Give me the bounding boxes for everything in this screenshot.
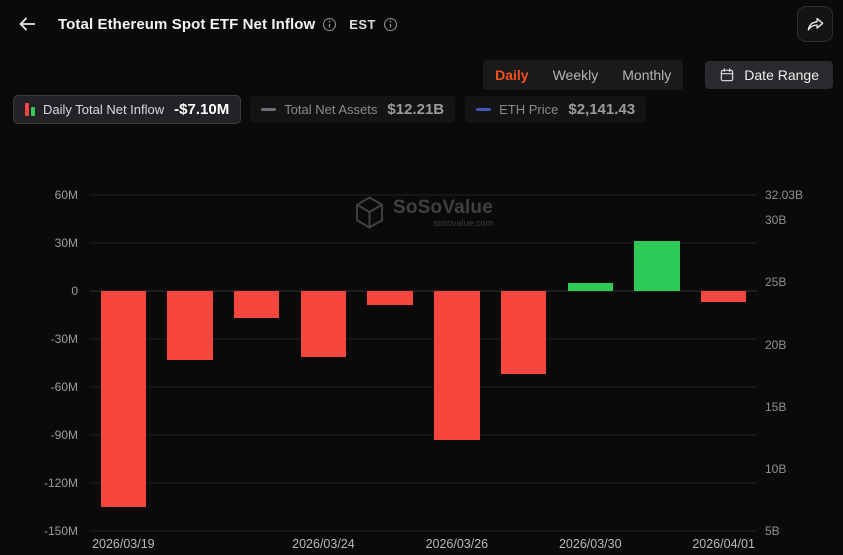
gridline bbox=[90, 194, 757, 196]
x-axis-tick: 2026/03/26 bbox=[425, 537, 489, 551]
calendar-icon bbox=[721, 68, 734, 82]
title-info-icon[interactable] bbox=[322, 17, 337, 32]
eth-price-legend-icon bbox=[476, 108, 492, 111]
x-axis-tick: 2026/04/01 bbox=[692, 537, 755, 551]
plot-area: SoSoValue sosovalue.com bbox=[90, 194, 757, 532]
gridline bbox=[90, 338, 757, 340]
header-bar: Total Ethereum Spot ETF Net Inflow EST bbox=[0, 0, 843, 48]
x-axis: 2026/03/19 2026/03/24 2026/03/26 2026/03/30… bbox=[90, 536, 757, 554]
left-axis-tick: -60M bbox=[50, 380, 78, 394]
legend-item-eth-price[interactable]: ETH Price $2,141.43 bbox=[465, 96, 647, 123]
left-axis-tick: -90M bbox=[50, 428, 78, 442]
bar-2026/03/23[interactable] bbox=[234, 291, 280, 319]
watermark-site: sosovalue.com bbox=[432, 218, 494, 228]
bar-2026/04/01[interactable] bbox=[700, 291, 747, 303]
bar-2026/03/31[interactable] bbox=[634, 241, 680, 291]
legend-value: $12.21B bbox=[387, 101, 445, 118]
bar-2026/03/19[interactable] bbox=[100, 291, 147, 507]
right-axis-tick: 5B bbox=[765, 524, 780, 538]
tab-weekly[interactable]: Weekly bbox=[552, 67, 599, 83]
date-range-label: Date Range bbox=[744, 67, 819, 83]
right-axis-tick: 20B bbox=[765, 337, 787, 352]
left-axis-tick: 0 bbox=[71, 284, 78, 298]
right-axis-tick: 30B bbox=[765, 213, 787, 228]
gridline bbox=[90, 482, 757, 484]
bar-2026/03/30[interactable] bbox=[567, 283, 613, 291]
back-button[interactable] bbox=[12, 9, 42, 39]
net-assets-legend-icon bbox=[261, 108, 277, 111]
right-axis-tick: 10B bbox=[765, 461, 787, 476]
left-axis: 60M 30M 0 -30M -60M -90M -120M -150M bbox=[0, 188, 80, 538]
gridline bbox=[90, 242, 757, 244]
gridline bbox=[90, 290, 757, 292]
legend-item-total-net-assets[interactable]: Total Net Assets $12.21B bbox=[250, 96, 456, 123]
legend-bar: Daily Total Net Inflow -$7.10M Total Net… bbox=[14, 96, 647, 123]
share-button[interactable] bbox=[797, 6, 833, 42]
left-axis-tick: -120M bbox=[43, 476, 78, 490]
bar-2026/03/26[interactable] bbox=[434, 291, 480, 440]
red-bar-glyph bbox=[25, 103, 29, 116]
legend-item-daily-net-inflow[interactable]: Daily Total Net Inflow -$7.10M bbox=[14, 96, 241, 123]
legend-value: $2,141.43 bbox=[568, 101, 636, 118]
page-title: Total Ethereum Spot ETF Net Inflow bbox=[58, 15, 316, 33]
gridline bbox=[90, 386, 757, 388]
legend-label: Daily Total Net Inflow bbox=[43, 102, 165, 117]
bar-2026/03/24[interactable] bbox=[300, 291, 347, 357]
share-icon bbox=[807, 17, 823, 31]
gridline bbox=[90, 530, 757, 532]
legend-label: Total Net Assets bbox=[284, 102, 378, 117]
x-axis-tick: 2026/03/24 bbox=[292, 537, 355, 551]
gridline bbox=[90, 434, 757, 436]
right-axis: 32.03B 30B 25B 20B 15B 10B 5B bbox=[762, 188, 840, 538]
date-range-button[interactable]: Date Range bbox=[705, 61, 833, 89]
left-axis-tick: 60M bbox=[54, 188, 78, 202]
x-axis-tick: 2026/03/19 bbox=[92, 537, 155, 551]
watermark-name: SoSoValue bbox=[392, 197, 494, 218]
legend-label: ETH Price bbox=[499, 102, 559, 117]
timezone-info-icon[interactable] bbox=[383, 17, 398, 32]
right-axis-tick: 15B bbox=[765, 399, 787, 414]
watermark: SoSoValue sosovalue.com bbox=[354, 196, 493, 229]
net-inflow-legend-icon bbox=[25, 103, 35, 116]
watermark-text: SoSoValue sosovalue.com bbox=[393, 197, 493, 228]
right-axis-tick: 32.03B bbox=[765, 188, 804, 202]
left-axis-tick: -150M bbox=[43, 524, 78, 538]
tab-daily[interactable]: Daily bbox=[495, 67, 529, 83]
sosovalue-logo-icon bbox=[355, 196, 383, 229]
period-tab-group: Daily Weekly Monthly bbox=[483, 60, 684, 90]
left-axis-tick: 30M bbox=[54, 236, 78, 250]
bar-2026/03/27[interactable] bbox=[500, 291, 547, 375]
chart-controls: Daily Weekly Monthly Date Range bbox=[483, 60, 833, 90]
bar-2026/03/25[interactable] bbox=[367, 291, 413, 306]
timezone-label: EST bbox=[349, 16, 376, 32]
tab-monthly[interactable]: Monthly bbox=[622, 67, 672, 83]
right-axis-tick: 25B bbox=[765, 275, 787, 290]
arrow-left-icon bbox=[19, 17, 36, 31]
legend-value: -$7.10M bbox=[174, 101, 230, 118]
bar-2026/03/20[interactable] bbox=[167, 291, 213, 360]
x-axis-tick: 2026/03/30 bbox=[558, 537, 622, 551]
green-bar-glyph bbox=[31, 107, 35, 116]
left-axis-tick: -30M bbox=[50, 332, 78, 346]
